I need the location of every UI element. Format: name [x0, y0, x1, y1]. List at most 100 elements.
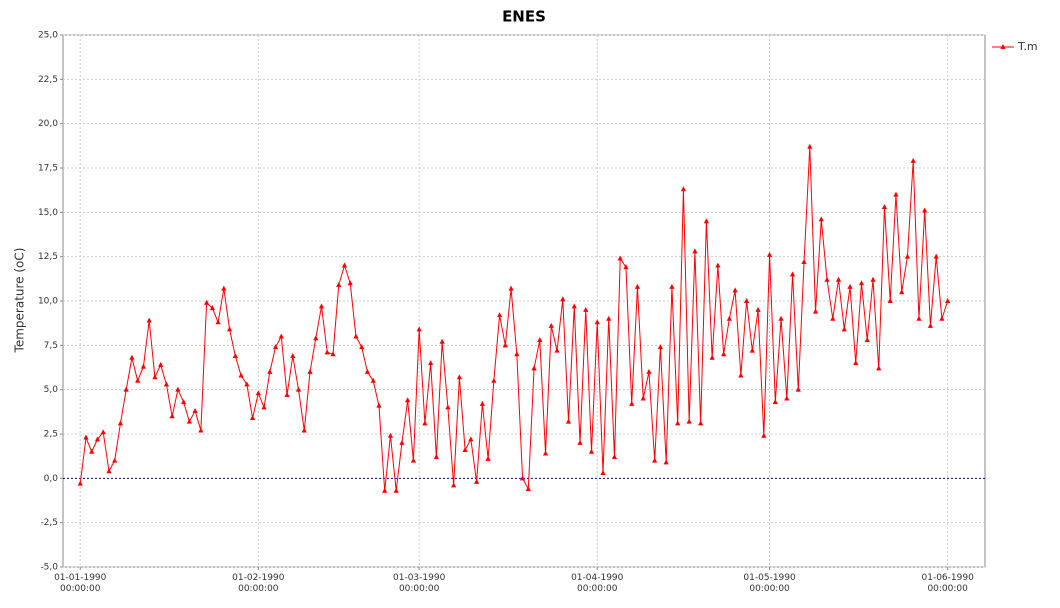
marker [479, 400, 485, 406]
marker [835, 276, 842, 282]
marker [284, 391, 290, 397]
legend-marker [1000, 44, 1006, 49]
marker [847, 283, 853, 289]
marker [611, 454, 618, 460]
marker [749, 347, 755, 353]
marker [405, 397, 411, 403]
marker [692, 248, 698, 254]
x-tick-label: 01-03-1990 00:00:00 [393, 573, 446, 594]
marker [709, 354, 715, 360]
marker [893, 191, 899, 197]
y-tick-label: 12,5 [38, 252, 58, 262]
marker [301, 427, 307, 433]
marker [353, 333, 359, 339]
marker [927, 322, 934, 328]
marker [359, 344, 365, 350]
marker [715, 262, 721, 268]
marker [370, 377, 376, 383]
marker [496, 312, 503, 318]
marker [933, 253, 939, 259]
marker [313, 335, 319, 341]
marker [416, 326, 422, 332]
marker [853, 360, 859, 366]
marker [738, 372, 744, 378]
marker [669, 283, 675, 289]
marker [830, 315, 836, 321]
marker [186, 418, 192, 424]
marker [106, 468, 112, 474]
marker [519, 475, 526, 481]
marker [640, 395, 646, 401]
marker [238, 372, 244, 378]
marker [686, 418, 692, 424]
marker [939, 315, 945, 321]
series-line [79, 146, 949, 491]
marker [255, 390, 261, 396]
marker [583, 306, 589, 312]
marker [324, 349, 330, 355]
marker [795, 386, 801, 392]
marker [209, 305, 215, 311]
marker [83, 434, 89, 440]
marker [807, 143, 813, 149]
marker [468, 436, 474, 442]
marker [910, 157, 916, 163]
marker [525, 485, 531, 491]
marker [422, 420, 428, 426]
marker [916, 315, 922, 321]
y-tick-label: 17,5 [38, 164, 58, 174]
marker [629, 400, 635, 406]
marker [100, 429, 106, 435]
marker [318, 303, 325, 309]
x-tick-label: 01-02-1990 00:00:00 [232, 573, 285, 594]
marker [89, 448, 95, 454]
marker [554, 347, 560, 353]
marker [588, 448, 595, 454]
marker [192, 407, 198, 413]
marker [571, 303, 577, 309]
marker [336, 282, 342, 288]
marker [600, 470, 606, 476]
marker [146, 317, 152, 323]
marker [634, 283, 641, 289]
marker [117, 420, 124, 426]
marker [140, 363, 147, 369]
marker [812, 308, 819, 314]
marker [824, 276, 830, 282]
marker [732, 287, 738, 293]
marker [364, 368, 371, 374]
y-axis-label: Temperature (oC) [13, 248, 27, 354]
marker [152, 374, 158, 380]
marker [623, 264, 629, 270]
marker [491, 377, 497, 383]
legend-label: T.m [1017, 40, 1038, 53]
marker [766, 251, 773, 257]
marker [870, 276, 876, 282]
y-tick-label: 10,0 [38, 297, 58, 307]
marker [801, 258, 807, 264]
chart-title: ENES [502, 8, 546, 26]
marker [858, 280, 865, 286]
y-tick-label: -5,0 [40, 563, 58, 573]
marker [652, 457, 658, 463]
marker [542, 450, 549, 456]
x-tick-label: 01-04-1990 00:00:00 [571, 573, 624, 594]
marker [508, 285, 514, 291]
marker [249, 415, 256, 421]
marker [232, 352, 238, 358]
y-tick-label: 25,0 [38, 31, 58, 41]
marker [445, 404, 451, 410]
marker [514, 351, 520, 357]
marker [439, 338, 445, 344]
marker [864, 337, 870, 343]
marker [899, 289, 905, 295]
marker [755, 306, 761, 312]
marker [267, 368, 273, 374]
marker [904, 253, 911, 259]
marker [565, 418, 572, 424]
x-tick-label: 01-06-1990 00:00:00 [922, 573, 975, 594]
y-tick-label: -2,5 [40, 518, 58, 528]
marker [657, 344, 664, 350]
marker [433, 454, 439, 460]
